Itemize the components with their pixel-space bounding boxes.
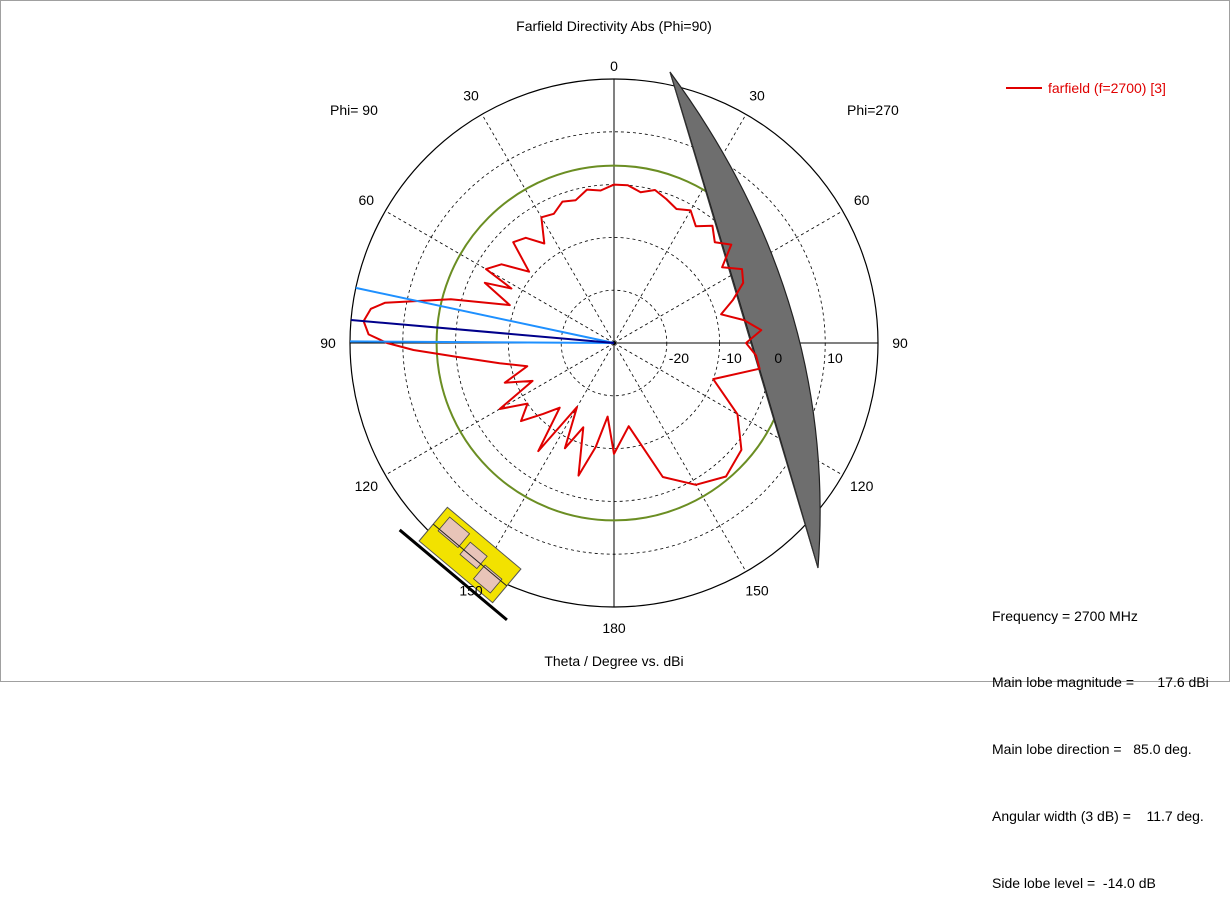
angle-label: 180	[602, 620, 626, 636]
angle-label: 0	[610, 58, 618, 74]
angle-label: 60	[359, 192, 375, 208]
angle-label: 150	[459, 583, 483, 599]
antenna-feedline	[432, 523, 508, 587]
grid-spoke	[481, 114, 615, 344]
info-main-lobe-magnitude: Main lobe magnitude = 17.6 dBi	[992, 674, 1209, 691]
info-angular-width: Angular width (3 dB) = 11.7 deg.	[992, 808, 1204, 825]
radial-tick-label: 10	[827, 350, 843, 366]
antenna-patch	[472, 564, 503, 594]
angle-label: 30	[749, 87, 765, 103]
angle-label: 150	[745, 583, 769, 599]
grid-spoke	[613, 342, 843, 476]
angle-labels: -20 -10 0 10 0 180 30 60 90 120 150 30 60 90 120 150	[320, 58, 908, 636]
beamwidth-line	[355, 286, 615, 344]
antenna-ground-plane	[398, 528, 508, 622]
grid-spoke	[481, 342, 615, 572]
main-lobe-line	[350, 318, 615, 344]
angle-label: 60	[854, 192, 870, 208]
x-axis-label: Theta / Degree vs. dBi	[544, 653, 683, 669]
phi-left-label: Phi= 90	[330, 102, 378, 118]
angle-label: 120	[850, 478, 874, 494]
legend-entry: farfield (f=2700) [3]	[1048, 80, 1166, 96]
radial-tick-label: -20	[669, 350, 689, 366]
grid-spoke	[385, 210, 615, 344]
info-panel: Frequency = 2700 MHz Main lobe magnitude…	[992, 560, 1209, 917]
angle-label: 30	[463, 87, 479, 103]
info-side-lobe-level: Side lobe level = -14.0 dB	[992, 875, 1156, 892]
radial-tick-label: -10	[722, 350, 742, 366]
legend[interactable]: farfield (f=2700) [3]	[1006, 80, 1166, 96]
angle-label: 90	[320, 335, 336, 351]
radial-tick-label: 0	[774, 350, 782, 366]
grid-spoke	[613, 342, 747, 572]
info-main-lobe-direction: Main lobe direction = 85.0 deg.	[992, 741, 1192, 758]
info-frequency: Frequency = 2700 MHz	[992, 607, 1138, 624]
antenna-board	[398, 506, 522, 622]
antenna-patch	[437, 516, 471, 549]
grid-spoke	[613, 210, 843, 344]
beamwidth-line	[349, 340, 615, 344]
angle-label: 90	[892, 335, 908, 351]
angle-label: 120	[355, 478, 379, 494]
antenna-patch	[459, 541, 488, 570]
main-lobe-markers	[349, 286, 615, 344]
series-group	[362, 183, 763, 486]
grid-spoke	[613, 114, 747, 344]
series-line	[362, 183, 763, 486]
polar-chart: -20 -10 0 10 0 180 30 60 90 120 150 30 60 90 120 150 Fa…	[320, 18, 1166, 669]
phi-right-label: Phi=270	[847, 102, 899, 118]
antenna-icon	[398, 506, 522, 622]
chart-title: Farfield Directivity Abs (Phi=90)	[516, 18, 712, 34]
